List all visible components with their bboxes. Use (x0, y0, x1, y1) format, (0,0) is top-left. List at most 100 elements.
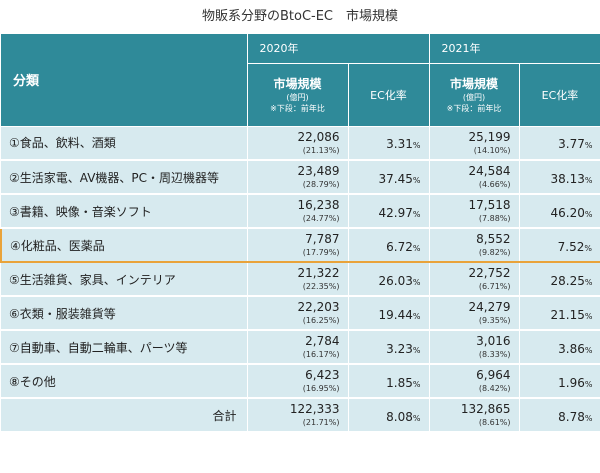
category-label: ⑧その他 (1, 364, 248, 399)
percent-sign: % (412, 243, 421, 253)
market-value: 7,787 (305, 232, 340, 246)
category-label: ④化粧品、医薬品 (0, 227, 248, 263)
percent-sign: % (412, 277, 421, 287)
market-size-2020: 2,784 (16.17%) (247, 330, 349, 365)
ec-rate-value: 42.97 (378, 205, 413, 220)
market-value: 23,489 (297, 164, 340, 178)
ec-rate-2021: 38.13% (519, 160, 600, 195)
percent-sign: % (584, 175, 593, 185)
yoy-change: (21.13%) (302, 145, 340, 155)
table-row: ⑤生活雑貨、家具、インテリア 21,322 (22.35%) 26.03% 22,752… (1, 262, 600, 297)
market-value: 17,518 (468, 198, 511, 212)
yoy-change: (22.35%) (302, 282, 340, 291)
ec-rate-2020: 19.44% (348, 296, 430, 331)
market-size-2021: 132,865 (8.61%) (429, 398, 520, 433)
ec-rate-value: 3.31 (386, 137, 413, 152)
percent-sign: % (412, 209, 421, 219)
market-size-header-2020: 市場規模 (億円) ※下段：前年比 (247, 63, 349, 127)
market-value: 2,784 (305, 334, 340, 348)
market-value: 122,333 (289, 402, 340, 416)
ec-rate-2021: 28.25% (519, 262, 600, 297)
ec-rate-2020: 6.72% (348, 227, 430, 263)
percent-sign: % (412, 413, 421, 423)
market-size-2021: 17,518 (7.88%) (429, 194, 520, 229)
yoy-change: (6.71%) (478, 282, 511, 291)
ec-rate-value: 19.44 (378, 307, 413, 322)
market-value: 24,279 (468, 300, 511, 314)
table-row: ⑥衣類・服装雑貨等 22,203 (16.25%) 19.44% 24,279 (9.35… (1, 296, 600, 331)
percent-sign: % (412, 141, 421, 151)
market-size-2021: 22,752 (6.71%) (429, 262, 520, 297)
ec-rate-value: 28.25 (550, 273, 585, 288)
table-row: ①食品、飲料、酒類 22,086 (21.13%) 3.31% 25,199 (14.10… (1, 126, 600, 161)
market-value: 16,238 (297, 198, 340, 212)
ec-rate-value: 37.45 (378, 171, 413, 186)
market-size-2020: 7,787 (17.79%) (247, 227, 349, 263)
market-size-2020: 22,086 (21.13%) (247, 126, 349, 161)
ec-rate-value: 46.20 (550, 205, 585, 220)
yoy-change: (28.79%) (302, 180, 340, 189)
market-value: 6,423 (305, 368, 340, 382)
yoy-change: (8.33%) (478, 350, 511, 359)
market-value: 22,752 (468, 266, 511, 280)
ec-rate-header-2020: EC化率 (348, 63, 430, 127)
percent-sign: % (412, 175, 421, 185)
ec-rate-value: 26.03 (378, 273, 413, 288)
yoy-change: (9.35%) (478, 316, 511, 325)
yoy-change: (9.82%) (478, 248, 511, 257)
percent-sign: % (584, 141, 593, 151)
yoy-change: (21.71%) (302, 418, 340, 427)
ec-rate-value: 3.23 (386, 341, 413, 356)
percent-sign: % (584, 413, 593, 423)
ec-rate-value: 21.15 (550, 307, 585, 322)
year-2020-header: 2020年 (247, 34, 430, 64)
percent-sign: % (412, 311, 421, 321)
ec-rate-2021: 1.96% (519, 364, 600, 399)
percent-sign: % (584, 311, 593, 321)
category-label: ①食品、飲料、酒類 (1, 126, 248, 161)
ec-rate-value: 1.85 (386, 375, 413, 390)
percent-sign: % (412, 345, 421, 355)
market-size-2021: 6,964 (8.42%) (429, 364, 520, 399)
ec-rate-2020: 3.31% (348, 126, 430, 161)
ec-rate-2021: 46.20% (519, 194, 600, 229)
market-size-2021: 8,552 (9.82%) (429, 227, 520, 263)
market-size-2021: 24,279 (9.35%) (429, 296, 520, 331)
market-size-2021: 3,016 (8.33%) (429, 330, 520, 365)
unit-label: (億円) (462, 93, 486, 102)
category-label: ⑦自動車、自動二輪車、パーツ等 (1, 330, 248, 365)
yoy-change: (8.61%) (478, 418, 511, 427)
yoy-change: (16.25%) (302, 316, 340, 325)
percent-sign: % (584, 243, 592, 253)
ec-rate-2020: 42.97% (348, 194, 430, 229)
yoy-change: (8.42%) (478, 384, 511, 393)
ec-rate-value: 1.96 (558, 375, 585, 390)
ec-rate-2021: 3.86% (519, 330, 600, 365)
percent-sign: % (584, 277, 593, 287)
yoy-change: (17.79%) (302, 248, 340, 257)
ec-rate-2021: 7.52% (519, 227, 600, 263)
page-title: 物販系分野のBtoC-EC 市場規模 (201, 9, 399, 24)
table-row: ②生活家電、AV機器、PC・周辺機器等 23,489 (28.79%) 37.45% 2… (1, 160, 600, 195)
yoy-change: (7.88%) (478, 214, 511, 223)
percent-sign: % (584, 345, 593, 355)
category-label: ⑤生活雑貨、家具、インテリア (1, 262, 248, 297)
market-value: 21,322 (297, 266, 340, 280)
percent-sign: % (584, 209, 593, 219)
note-label: ※下段：前年比 (446, 104, 502, 113)
market-size-2020: 21,322 (22.35%) (247, 262, 349, 297)
ec-rate-2021: 3.77% (519, 126, 600, 161)
yoy-change: (16.17%) (302, 350, 340, 359)
ec-rate-value: 8.08 (386, 409, 413, 424)
ec-rate-2020: 8.08% (348, 398, 430, 433)
market-size-2021: 24,584 (4.66%) (429, 160, 520, 195)
ec-rate-value: 8.78 (558, 409, 585, 424)
category-label: ③書籍、映像・音楽ソフト (1, 194, 248, 229)
ec-rate-value: 3.86 (558, 341, 585, 356)
market-value: 22,203 (297, 300, 340, 314)
market-size-2021: 25,199 (14.10%) (429, 126, 520, 161)
market-value: 132,865 (460, 402, 511, 416)
market-value: 6,964 (476, 368, 511, 382)
market-value: 25,199 (468, 129, 511, 144)
year-2021-header: 2021年 (429, 34, 600, 64)
